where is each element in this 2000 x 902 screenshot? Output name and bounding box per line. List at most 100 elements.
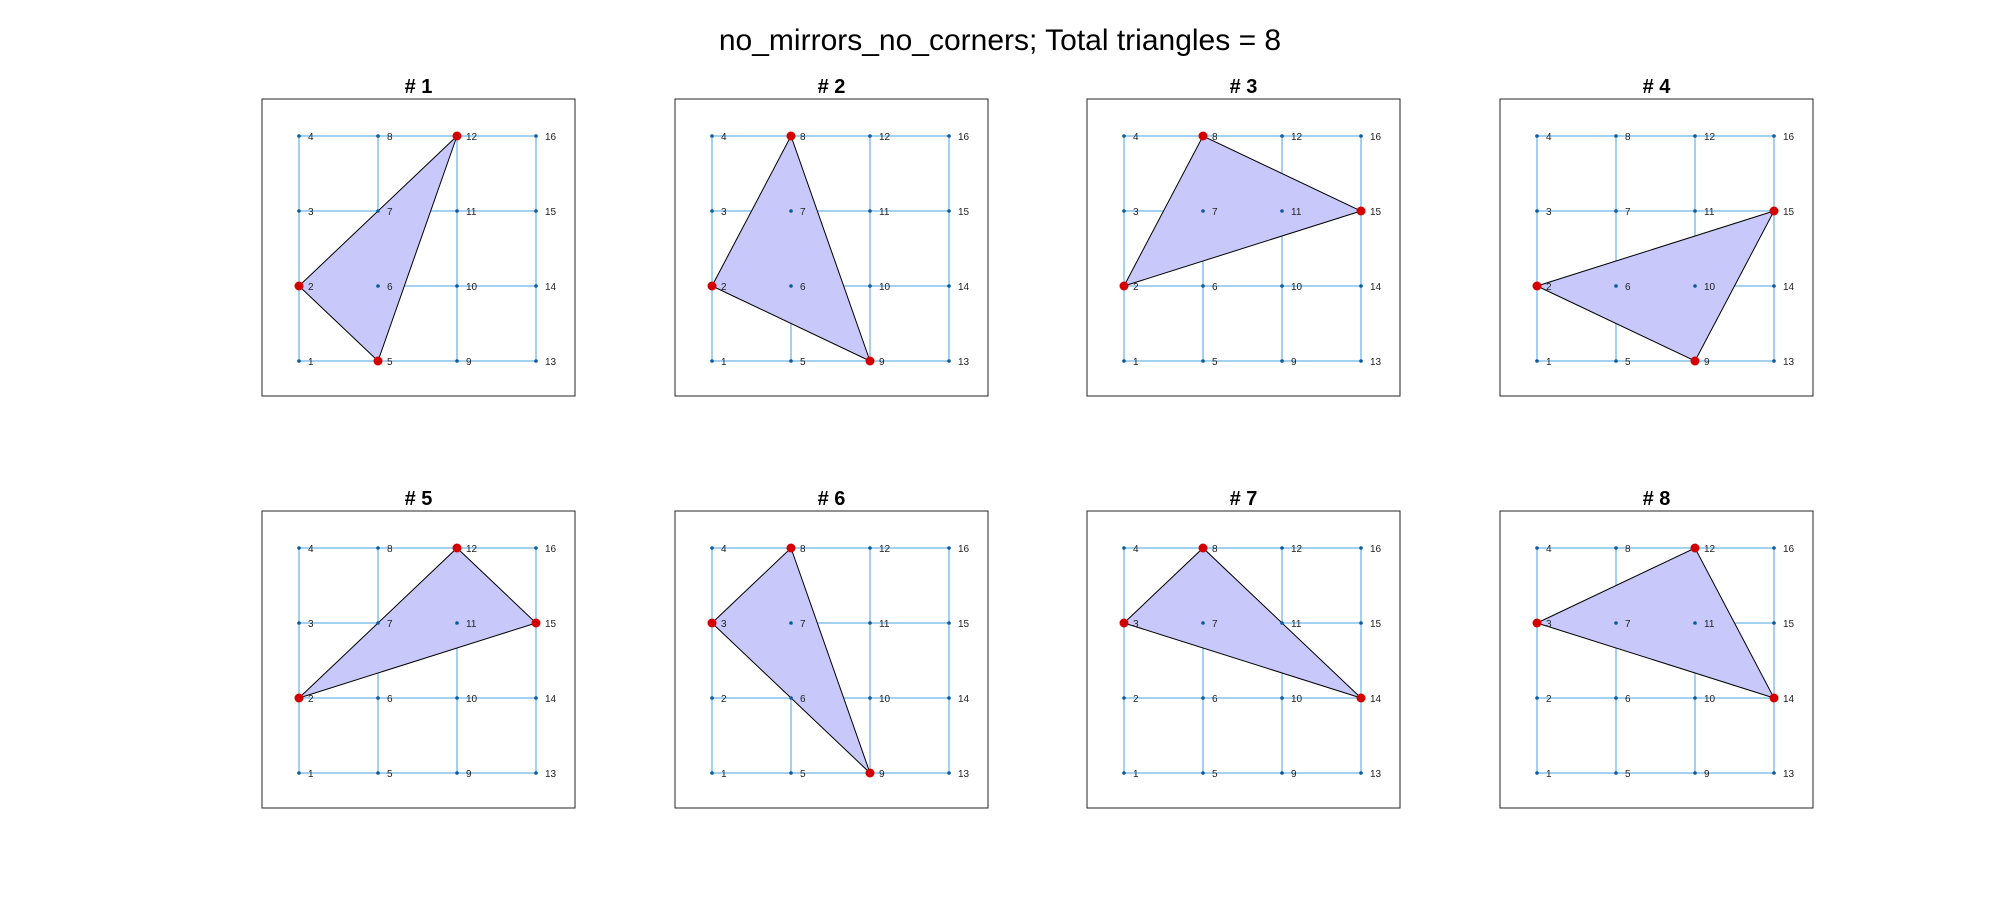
triangle-vertex [786,543,796,553]
node-label: 9 [879,357,885,368]
triangle-vertex [1690,356,1700,366]
node-label: 7 [387,619,393,630]
node-label: 13 [545,769,557,780]
node-label: 11 [1704,207,1715,218]
grid-node [1280,696,1284,700]
grid-node [1122,209,1126,213]
grid-node [1359,546,1363,550]
grid-node [1614,284,1618,288]
grid-node [1614,359,1618,363]
grid-node [297,359,301,363]
grid-node [789,359,793,363]
node-label: 11 [879,207,890,218]
grid-node [1122,134,1126,138]
node-label: 4 [1546,544,1552,555]
triangle-vertex [1532,618,1542,628]
node-label: 8 [387,132,393,143]
triangle-vertex [452,131,462,141]
node-label: 1 [1546,357,1552,368]
node-label: 16 [545,544,557,555]
triangle [711,134,871,362]
grid-node [1693,134,1697,138]
node-label: 7 [387,207,393,218]
grid-node [1201,621,1205,625]
triangle-vertex [373,356,383,366]
grid-node [297,209,301,213]
grid-node [455,284,459,288]
grid-node [1359,771,1363,775]
grid-node [1122,771,1126,775]
grid-node [947,546,951,550]
grid-node [710,209,714,213]
node-label: 14 [545,282,557,293]
grid-node [1359,284,1363,288]
triangle-vertex [452,543,462,553]
panel-frame [261,98,576,397]
grid-node [534,209,538,213]
triangle-vertex [707,618,717,628]
node-label: 5 [387,357,393,368]
grid-node [1772,621,1776,625]
node-label: 16 [1370,132,1382,143]
grid-node [1614,209,1618,213]
grid-node [1201,771,1205,775]
grid-node [376,209,380,213]
node-label: 14 [1783,282,1795,293]
node-label: 7 [800,207,806,218]
node-label: 16 [545,132,557,143]
node-label: 12 [879,544,891,555]
node-label: 2 [308,282,314,293]
grid-node [1280,134,1284,138]
panel-title: # 8 [1643,488,1671,510]
node-label: 3 [1546,207,1552,218]
grid-node [1614,696,1618,700]
node-label: 12 [1291,544,1303,555]
grid-node [1693,771,1697,775]
node-label: 8 [1212,544,1218,555]
node-label: 6 [800,694,806,705]
grid-node [455,621,459,625]
grid-node [710,696,714,700]
grid-node [376,621,380,625]
grid-node [297,134,301,138]
grid-node [1535,771,1539,775]
node-label: 15 [1370,619,1382,630]
grid-node [1535,209,1539,213]
node-label: 4 [308,544,314,555]
node-label: 10 [466,694,478,705]
node-label: 6 [1625,694,1631,705]
grid-node [947,621,951,625]
grid-node [1359,134,1363,138]
triangle-vertex [294,693,304,703]
node-label: 5 [387,769,393,780]
node-label: 15 [545,619,557,630]
node-label: 2 [721,694,727,705]
node-label: 5 [800,769,806,780]
triangle-vertex [865,768,875,778]
grid-node [1122,696,1126,700]
node-label: 16 [1783,132,1795,143]
grid-node [1201,209,1205,213]
panel-frame [674,98,989,397]
node-label: 7 [1212,207,1218,218]
grid-node [947,696,951,700]
node-label: 7 [1625,207,1631,218]
panel-title: # 7 [1230,488,1258,510]
grid-node [1772,284,1776,288]
node-label: 8 [1212,132,1218,143]
node-label: 14 [1783,694,1795,705]
node-label: 8 [1625,132,1631,143]
node-label: 7 [1625,619,1631,630]
node-label: 11 [1291,619,1302,630]
grid-node [534,546,538,550]
grid-node [1772,546,1776,550]
node-label: 1 [1133,769,1139,780]
grid-node [455,359,459,363]
node-label: 1 [721,357,727,368]
grid-node [534,284,538,288]
